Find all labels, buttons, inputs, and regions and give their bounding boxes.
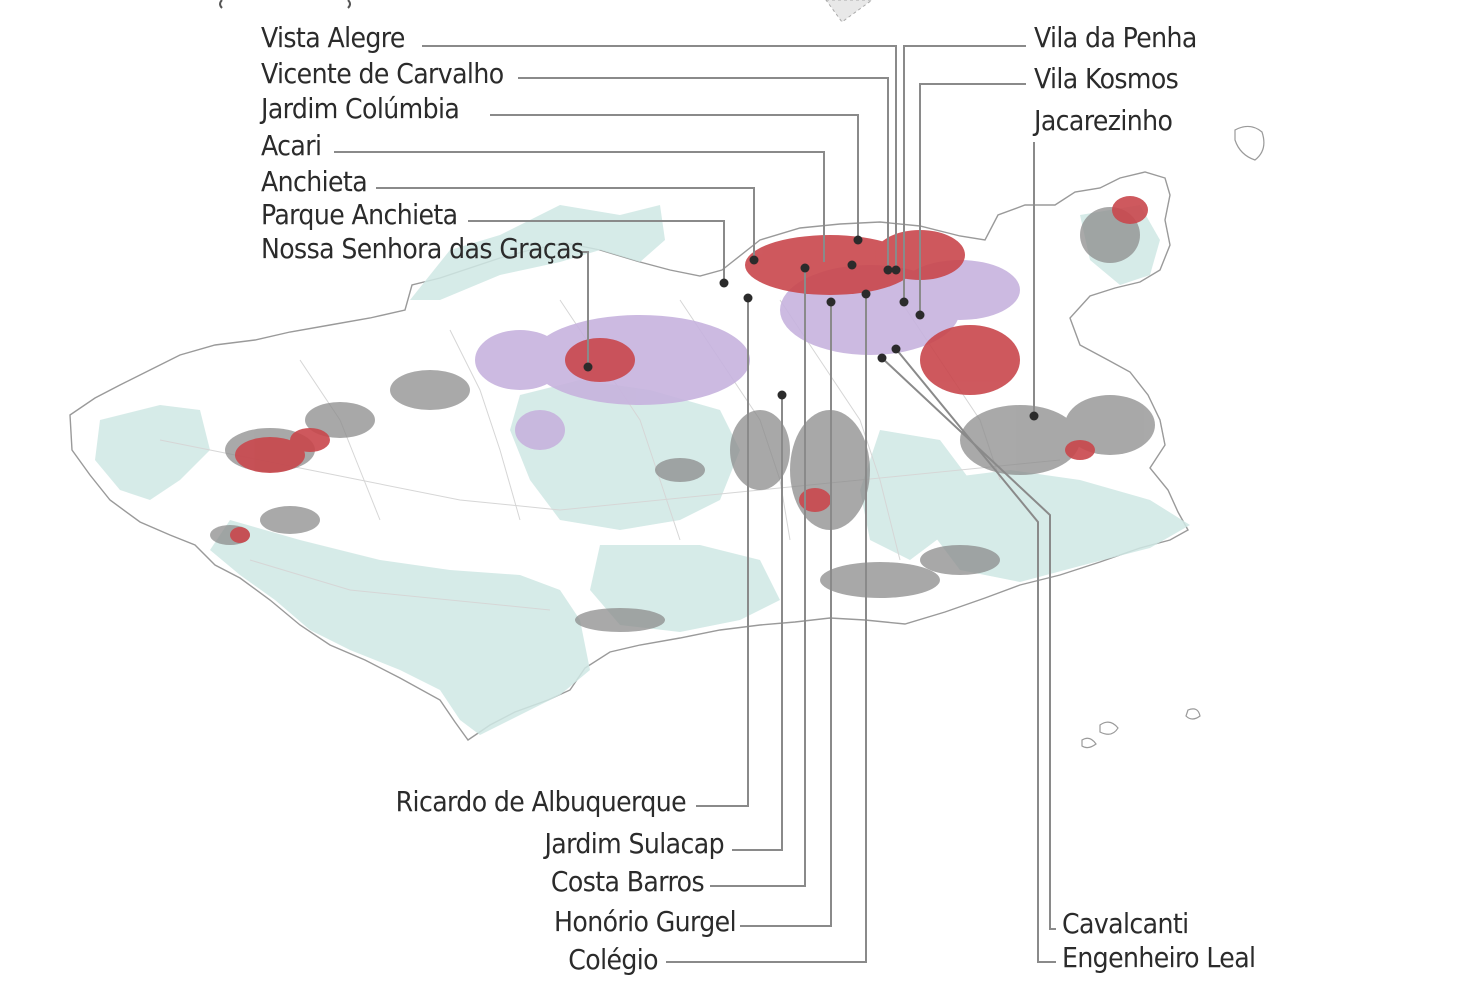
map-fragment-top <box>825 0 873 23</box>
label-anchieta: Anchieta <box>261 165 367 198</box>
label-ricardo-de-albuquerque: Ricardo de Albuquerque <box>396 785 686 818</box>
label-vila-da-penha: Vila da Penha <box>1034 21 1197 54</box>
label-acari: Acari <box>261 129 321 162</box>
marker-nossa-senhora-das-gracas <box>583 362 593 372</box>
marker-engenheiro-leal <box>891 344 901 354</box>
marker-acari <box>847 260 857 270</box>
marker-vila-da-penha <box>899 297 909 307</box>
marker-parque-anchieta <box>719 278 729 288</box>
marker-anchieta <box>749 255 759 265</box>
marker-vicente-de-carvalho <box>883 265 893 275</box>
leader-costa-barros <box>710 268 806 887</box>
marker-ricardo-de-albuquerque <box>743 293 753 303</box>
lilac-points-layer <box>475 260 1020 450</box>
marker-jardim-sulacap <box>777 390 787 400</box>
cropped-text-fragment <box>219 0 351 9</box>
marker-vila-kosmos <box>915 310 925 320</box>
neighborhood-labels: Vista Alegre Vicente de Carvalho Jardim … <box>259 21 1256 976</box>
label-jardim-sulacap: Jardim Sulacap <box>542 827 724 860</box>
label-vicente-de-carvalho: Vicente de Carvalho <box>261 57 504 90</box>
label-colegio: Colégio <box>568 943 658 976</box>
leader-nossa-senhora-das-gracas <box>582 251 589 365</box>
marker-costa-barros <box>800 263 810 273</box>
label-jardim-columbia: Jardim Colúmbia <box>259 92 459 125</box>
leader-colegio <box>666 294 867 963</box>
leader-vicente-de-carvalho <box>518 77 889 268</box>
marker-honorio-gurgel <box>826 297 836 307</box>
label-jacarezinho: Jacarezinho <box>1032 104 1173 137</box>
leader-vista-alegre <box>422 45 897 268</box>
marker-cavalcanti <box>877 353 887 363</box>
marker-vista-alegre <box>891 265 901 275</box>
marker-colegio <box>861 289 871 299</box>
leader-lines <box>334 45 1056 963</box>
leader-ricardo-de-albuquerque <box>696 298 749 807</box>
green-areas-layer <box>95 205 1190 735</box>
leader-vila-kosmos <box>919 83 1026 314</box>
leader-parque-anchieta <box>468 220 725 282</box>
label-engenheiro-leal: Engenheiro Leal <box>1062 941 1255 974</box>
label-vila-kosmos: Vila Kosmos <box>1034 62 1178 95</box>
label-vista-alegre: Vista Alegre <box>261 21 405 54</box>
leader-vila-da-penha <box>903 45 1026 302</box>
label-honorio-gurgel: Honório Gurgel <box>554 905 736 938</box>
leader-anchieta <box>376 187 755 258</box>
label-costa-barros: Costa Barros <box>551 865 704 898</box>
leader-cavalcanti <box>881 357 1056 930</box>
label-cavalcanti: Cavalcanti <box>1062 907 1189 940</box>
marker-jardim-columbia <box>853 235 863 245</box>
leader-acari <box>334 151 825 262</box>
leader-engenheiro-leal <box>895 348 1056 963</box>
leader-jardim-columbia <box>490 114 859 238</box>
leader-jardim-sulacap <box>732 395 783 851</box>
islands-layer <box>1081 125 1265 749</box>
label-nossa-senhora-das-gracas: Nossa Senhora das Graças <box>261 232 583 265</box>
marker-jacarezinho <box>1029 411 1039 421</box>
leader-honorio-gurgel <box>740 302 832 927</box>
label-parque-anchieta: Parque Anchieta <box>261 198 458 231</box>
neighborhood-markers <box>583 235 1039 421</box>
